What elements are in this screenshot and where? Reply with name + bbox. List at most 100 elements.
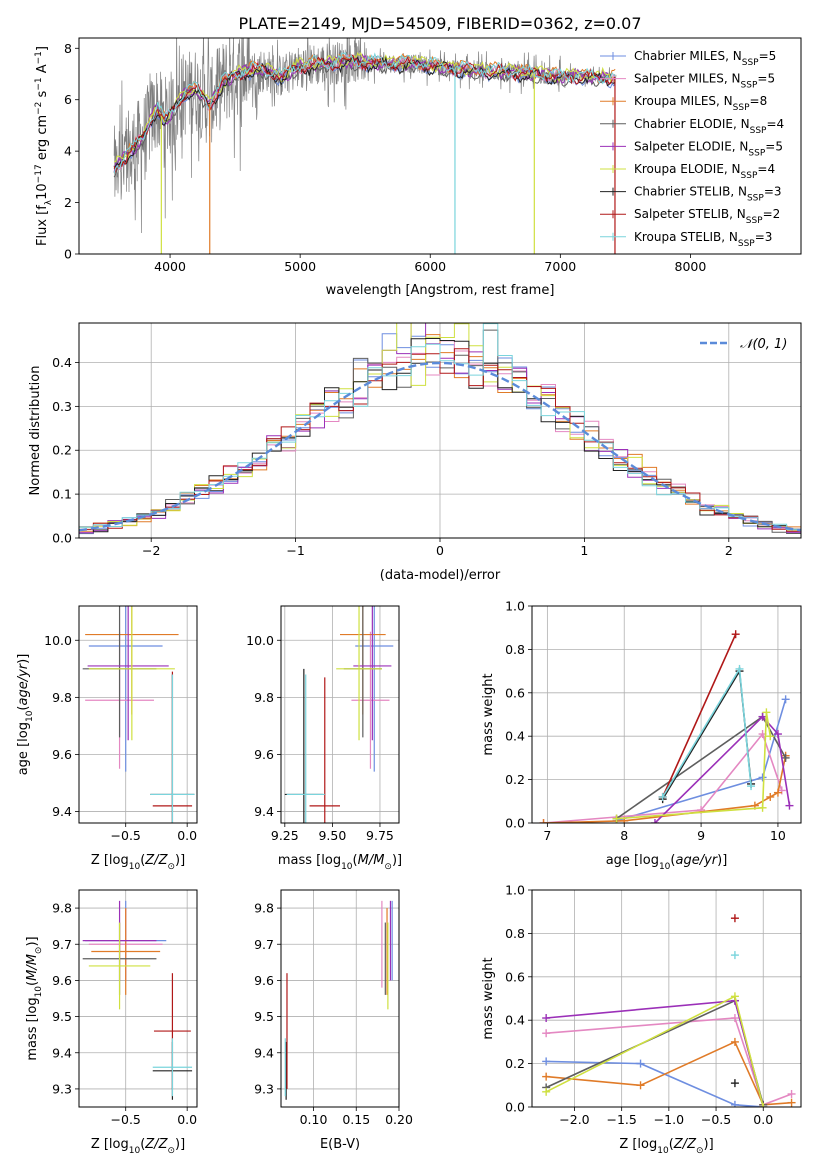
x-axis-label-part: age [log	[606, 853, 659, 868]
x-tick-label: 0.0	[177, 1112, 197, 1127]
x-axis-label: mass [log10(M/M⊙)]	[278, 853, 402, 872]
errorbar-salpeter-elodie	[353, 606, 392, 741]
axes-frame	[78, 889, 198, 1108]
legend-entry-part: Kroupa MILES, N	[634, 94, 733, 108]
y-tick-label: 1.0	[505, 883, 525, 898]
axes-frame	[531, 889, 802, 1108]
y-axis-label-part: (	[16, 706, 31, 711]
grid-age_vs_Z	[79, 606, 197, 823]
panel-weight_vs_Z: −2.0 −1.5 −1.0 −0.5 0.0 0.0 0.2 0.4 0.6 0.8 1.0 Z […	[481, 883, 802, 1156]
x-tick-label: 0.0	[177, 828, 197, 843]
legend-entry-part: SSP	[733, 103, 750, 113]
y-tick-label: 9.3	[52, 1081, 72, 1096]
weight-series-kroupa-elodie	[612, 708, 775, 823]
x-axis-label-part: (	[140, 853, 145, 868]
y-axis-label-part: λ	[44, 199, 54, 205]
weight-line	[546, 999, 764, 1107]
y-axis-label-part: M/M	[25, 954, 40, 981]
panel-age_vs_Z: −0.5 0.09.49.69.810.0Z [log10(Z/Z⊙)]age […	[16, 605, 198, 872]
grid-weight_vs_Z	[532, 889, 801, 1108]
x-axis-label: Z [log10(Z/Z⊙)]	[91, 853, 185, 872]
weight-series-kroupa-stelib	[730, 951, 739, 960]
x-tick-label: 7000	[544, 259, 576, 274]
weight-series-kroupa-elodie	[542, 992, 768, 1107]
x-axis-label-part: )]	[175, 1137, 185, 1152]
x-tick-label: 9	[697, 828, 705, 843]
y-axis-label-part: age/yr	[16, 662, 31, 705]
x-tick-label: 5000	[284, 259, 316, 274]
y-tick-label: 0.0	[52, 531, 72, 546]
legend-entry-part: =4	[766, 117, 784, 131]
weight-series-salpeter-elodie	[650, 712, 794, 823]
legend-entry-part: Chabrier STELIB, N	[634, 185, 747, 199]
legend-entry: Chabrier ELODIE, NSSP=4	[634, 117, 784, 136]
y-tick-label: 9.6	[52, 973, 72, 988]
legend-entry-part: SSP	[746, 216, 763, 226]
y-tick-label: 9.8	[254, 690, 274, 705]
legend-entry-part: SSP	[741, 81, 758, 91]
x-axis-label-part: M/M	[358, 853, 385, 868]
errorbar-chabrier-miles	[88, 606, 163, 772]
weight-series-salpeter-stelib	[730, 914, 739, 923]
legend-entry-part: Chabrier MILES, N	[634, 49, 742, 63]
weight-line	[546, 1060, 764, 1107]
weight-series-salpeter-elodie	[542, 996, 768, 1107]
x-axis-label-part: ⊙	[384, 862, 392, 872]
y-tick-label: 10.0	[44, 633, 72, 648]
legend-entry-part: SSP	[742, 58, 759, 68]
axes-frame	[78, 37, 802, 255]
axes-frame	[531, 605, 802, 824]
y-tick-label: 0.6	[505, 685, 525, 700]
x-axis-label-part: Z [log	[91, 853, 129, 868]
x-tick-label: 2	[725, 543, 733, 558]
y-tick-label: 0.0	[505, 816, 525, 831]
y-axis-label: mass weight	[481, 957, 496, 1039]
x-axis-label-part: Z [log	[91, 1137, 129, 1152]
y-axis-label-part: )]	[25, 936, 40, 946]
y-tick-label: 9.6	[254, 973, 274, 988]
y-axis-label-part: −1	[34, 51, 44, 64]
y-tick-label: 9.4	[52, 804, 72, 819]
histogram-kroupa-stelib	[79, 323, 801, 531]
plot-area-age_vs_mass	[284, 606, 394, 823]
y-axis-label-part: 10	[35, 183, 50, 200]
x-axis-label-part: ⊙	[696, 1146, 704, 1156]
x-axis-label-part: (	[670, 853, 675, 868]
axes-frame	[78, 605, 198, 824]
x-axis-label-part: Z/Z	[144, 853, 168, 868]
x-axis-label: Z [log10(Z/Z⊙)]	[91, 1137, 185, 1156]
plot-area-mass_vs_Z	[82, 900, 193, 1100]
legend-entry-part: =3	[755, 230, 773, 244]
panel-mass_vs_EBV: 0.10 0.15 0.20 9.3 9.4 9.5 9.6 9.7 9.8 E(B-V)	[254, 889, 413, 1152]
x-tick-label: 0.0	[753, 1112, 773, 1127]
y-axis-label-part: (	[25, 981, 40, 986]
y-tick-label: 0.8	[505, 642, 525, 657]
y-tick-label: 0.6	[505, 969, 525, 984]
y-axis-label: mass [log10(M/M⊙)]	[25, 936, 44, 1060]
y-axis-label-part: A	[35, 64, 50, 77]
legend-entry: Salpeter STELIB, NSSP=2	[634, 207, 780, 226]
legend-entry: Kroupa STELIB, NSSP=3	[634, 230, 772, 249]
model-spectrum-chabrier-miles	[113, 55, 616, 172]
weight-line	[546, 1017, 792, 1106]
x-axis-label-part: 10	[657, 1146, 669, 1156]
x-axis-label: E(B-V)	[320, 1137, 360, 1152]
y-tick-label: 0	[64, 247, 72, 262]
legend-entry: Salpeter MILES, NSSP=5	[634, 72, 775, 91]
errorbar-chabrier-miles	[355, 606, 394, 772]
plot-area-weight_vs_age	[539, 630, 794, 823]
y-axis-label: Normed distribution	[28, 366, 43, 496]
x-tick-label: 9.25	[271, 828, 299, 843]
errorbar-kroupa-stelib	[150, 674, 195, 823]
y-axis-label-part: ⊙	[34, 947, 44, 955]
plot-area-weight_vs_Z	[542, 914, 796, 1107]
legend-entry-part: =5	[765, 139, 783, 153]
y-tick-label: 10.0	[246, 633, 274, 648]
legend-entry-part: SSP	[748, 148, 765, 158]
plot-area-age_vs_Z	[82, 606, 195, 823]
legend-entry-part: =2	[763, 207, 781, 221]
y-tick-label: 9.4	[52, 1045, 72, 1060]
weight-line	[661, 633, 737, 798]
x-axis-label-part: Z/Z	[144, 1137, 168, 1152]
